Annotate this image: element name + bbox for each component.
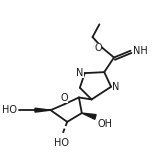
Text: O: O	[60, 93, 68, 103]
Text: HO: HO	[2, 105, 17, 115]
Text: OH: OH	[97, 119, 112, 129]
Polygon shape	[35, 108, 51, 112]
Text: O: O	[95, 43, 102, 53]
Text: NH: NH	[133, 46, 147, 56]
Polygon shape	[82, 113, 96, 119]
Text: N: N	[76, 68, 84, 78]
Text: HO: HO	[54, 138, 69, 148]
Text: N: N	[112, 82, 119, 92]
